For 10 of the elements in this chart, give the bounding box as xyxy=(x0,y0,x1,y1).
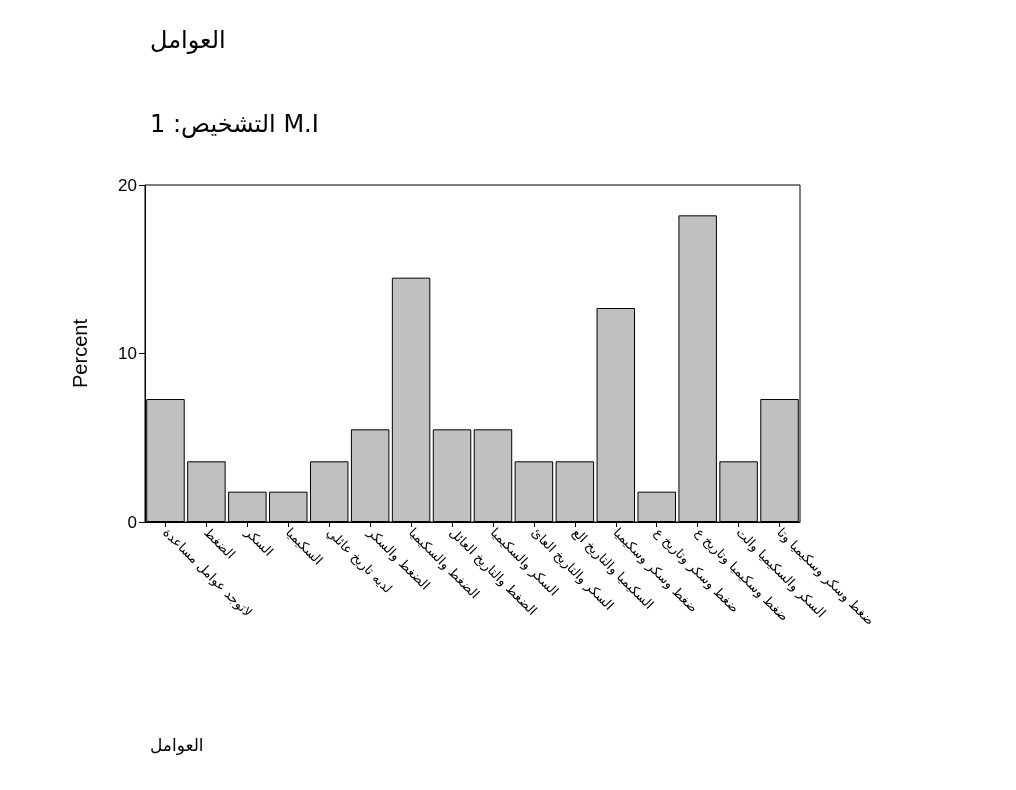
y-tick-label: 0 xyxy=(127,512,137,532)
y-axis-title: Percent xyxy=(69,318,91,388)
text: العوامل xyxy=(150,735,204,755)
chart-title: العوامل xyxy=(150,26,226,54)
x-tick-label: السكر xyxy=(240,523,277,560)
chart-subtitle: M.I التشخيص: 1 xyxy=(150,110,319,138)
y-tick-label: 10 xyxy=(118,344,137,363)
x-tick-label: الضغط xyxy=(201,524,239,562)
y-tick-label: 20 xyxy=(118,175,137,195)
x-tick-label: السكيميا xyxy=(282,524,326,568)
